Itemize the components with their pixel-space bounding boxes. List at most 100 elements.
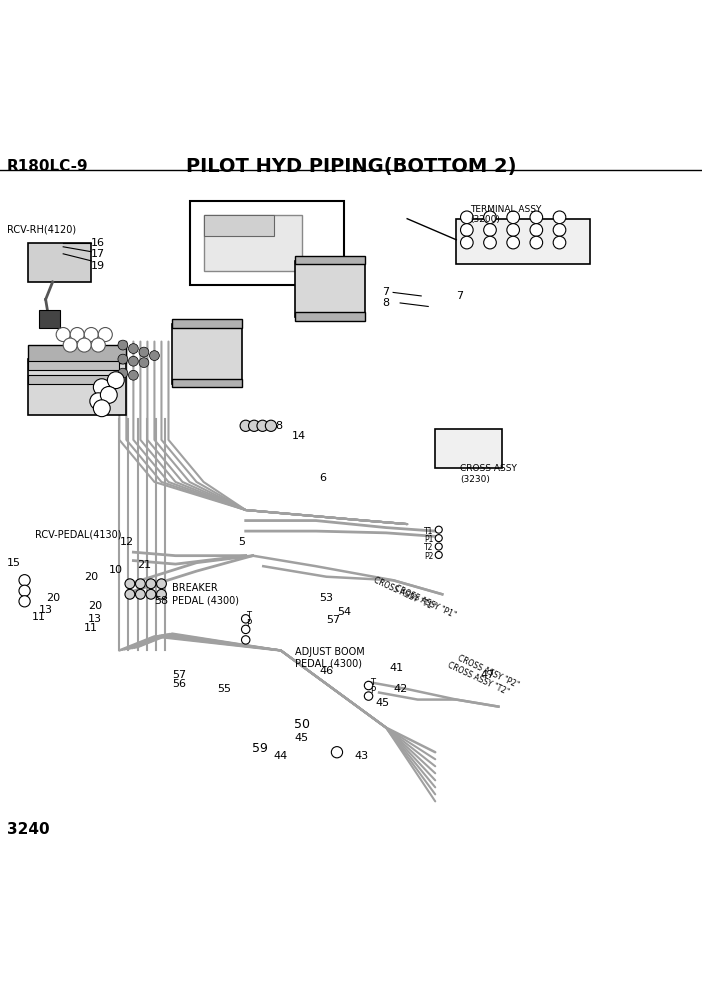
Circle shape [135, 579, 145, 588]
Circle shape [157, 589, 166, 599]
Text: 18: 18 [270, 421, 284, 431]
Text: 7: 7 [383, 288, 390, 298]
Circle shape [241, 625, 250, 634]
Text: 56: 56 [172, 680, 186, 689]
Text: 58: 58 [154, 596, 168, 606]
Text: 45: 45 [295, 733, 309, 743]
Bar [456, 218, 590, 264]
Circle shape [128, 343, 138, 353]
Text: RCV-PEDAL(4130): RCV-PEDAL(4130) [35, 530, 121, 540]
Circle shape [118, 368, 128, 378]
Bar [435, 430, 502, 468]
Text: 13: 13 [39, 605, 53, 615]
Text: P: P [370, 685, 375, 695]
Circle shape [84, 327, 98, 341]
Text: 10: 10 [109, 564, 123, 574]
Circle shape [100, 387, 117, 404]
Text: 1: 1 [100, 383, 104, 392]
Text: 11: 11 [84, 623, 98, 633]
Text: RCV-RH(4120): RCV-RH(4120) [7, 224, 76, 234]
Circle shape [461, 211, 473, 223]
Circle shape [507, 211, 519, 223]
Bar [28, 361, 119, 370]
Text: 20: 20 [84, 571, 98, 581]
Text: T1: T1 [424, 527, 433, 536]
Text: 17: 17 [91, 249, 105, 259]
Text: T2: T2 [424, 544, 433, 553]
Text: 55: 55 [218, 684, 232, 694]
Text: 41: 41 [390, 663, 404, 673]
Circle shape [139, 358, 149, 367]
Bar [39, 310, 60, 327]
Circle shape [240, 421, 251, 432]
Circle shape [553, 223, 566, 236]
Circle shape [484, 223, 496, 236]
Text: 4: 4 [107, 391, 111, 400]
Circle shape [157, 579, 166, 588]
Circle shape [56, 327, 70, 341]
Text: PILOT HYD PIPING(BOTTOM 2): PILOT HYD PIPING(BOTTOM 2) [186, 157, 516, 176]
Text: 16: 16 [91, 238, 105, 248]
Text: 7: 7 [456, 291, 463, 301]
Text: 53: 53 [319, 593, 333, 603]
Bar [28, 375, 119, 384]
Text: 13: 13 [88, 614, 102, 624]
Text: 57: 57 [326, 615, 340, 625]
Text: CROSS ASSY
(3230): CROSS ASSY (3230) [460, 464, 517, 484]
Circle shape [257, 421, 268, 432]
Circle shape [241, 636, 250, 644]
Text: TERMINAL ASSY
(3200): TERMINAL ASSY (3200) [470, 204, 542, 224]
Circle shape [530, 236, 543, 249]
Circle shape [128, 356, 138, 366]
Text: 20: 20 [46, 593, 60, 603]
Circle shape [553, 236, 566, 249]
Circle shape [364, 682, 373, 689]
Text: CROSS ASSY "P2": CROSS ASSY "P2" [456, 654, 520, 689]
Text: R180LC-9: R180LC-9 [7, 159, 88, 174]
Circle shape [118, 340, 128, 350]
Circle shape [461, 223, 473, 236]
Text: BREAKER
PEDAL (4300): BREAKER PEDAL (4300) [172, 583, 239, 605]
Text: ADJUST BOOM
PEDAL (4300): ADJUST BOOM PEDAL (4300) [295, 647, 364, 669]
Circle shape [530, 211, 543, 223]
Circle shape [128, 370, 138, 380]
Text: 47: 47 [481, 670, 495, 680]
Circle shape [150, 351, 159, 360]
Circle shape [146, 589, 156, 599]
Circle shape [265, 421, 277, 432]
Circle shape [125, 579, 135, 588]
Text: CROSS ASSY "T2": CROSS ASSY "T2" [446, 661, 510, 696]
Text: 14: 14 [291, 432, 305, 441]
Text: CROSS ASSY "T1": CROSS ASSY "T1" [372, 576, 436, 612]
Circle shape [125, 589, 135, 599]
Circle shape [435, 543, 442, 550]
Circle shape [553, 211, 566, 223]
Circle shape [118, 354, 128, 364]
Text: 11: 11 [32, 612, 46, 622]
Text: 54: 54 [337, 607, 351, 617]
Text: 45: 45 [376, 698, 390, 708]
Circle shape [139, 347, 149, 357]
Text: 8: 8 [383, 298, 390, 308]
Text: 44: 44 [274, 751, 288, 761]
Bar [172, 379, 242, 387]
Text: 5: 5 [239, 537, 246, 547]
Bar [204, 215, 302, 272]
Circle shape [484, 211, 496, 223]
Text: 59: 59 [252, 742, 267, 755]
Circle shape [484, 236, 496, 249]
Text: 2: 2 [114, 376, 118, 385]
Circle shape [331, 747, 343, 758]
Circle shape [241, 615, 250, 623]
Circle shape [63, 338, 77, 352]
Circle shape [107, 372, 124, 389]
Text: P2: P2 [424, 552, 433, 560]
Circle shape [19, 574, 30, 586]
Text: 3: 3 [96, 397, 100, 406]
Bar [172, 324, 242, 384]
Circle shape [364, 691, 373, 700]
Circle shape [77, 338, 91, 352]
Circle shape [93, 379, 110, 396]
Text: CROSS ASSY "P1": CROSS ASSY "P1" [393, 583, 457, 619]
Circle shape [249, 421, 260, 432]
